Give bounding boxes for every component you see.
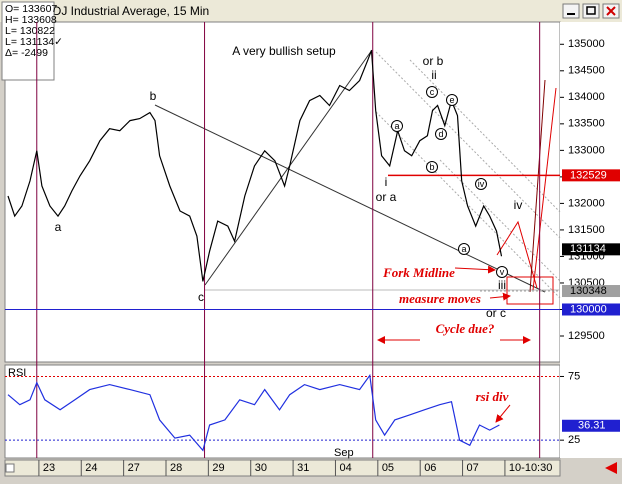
x-tick-label: 06 xyxy=(424,462,436,474)
ohlc-line: Δ= -2499 xyxy=(5,47,48,59)
series-line xyxy=(7,50,503,282)
wave-label: e xyxy=(449,95,454,105)
annotation: iii xyxy=(498,278,506,292)
annotation: rsi div xyxy=(476,389,509,404)
wave-circle xyxy=(435,128,447,140)
x-tick-label: 27 xyxy=(128,462,140,474)
wave-circle xyxy=(446,94,458,106)
x-tick-label: 28 xyxy=(170,462,182,474)
ohlc-line: O= 133607 xyxy=(5,3,57,15)
price-panel xyxy=(4,21,561,363)
x-tick-label: 05 xyxy=(382,462,394,474)
annotation: Fork Midline xyxy=(382,265,455,280)
x-tick-label: 29 xyxy=(212,462,224,474)
x-tick-label: 30 xyxy=(255,462,267,474)
wave-label: v xyxy=(500,267,505,277)
x-tick-label: 23 xyxy=(43,462,55,474)
scroll-box[interactable] xyxy=(5,463,15,473)
wave-circle xyxy=(458,243,470,255)
trendlines xyxy=(154,49,561,423)
wave-circle xyxy=(496,266,508,278)
annotation: A very bullish setup xyxy=(232,44,336,58)
price-tag-label: 132529 xyxy=(570,169,607,181)
wave-label: a xyxy=(461,244,466,254)
x-tick-label: 04 xyxy=(339,462,351,474)
ohlc-line: L= 130822 xyxy=(5,25,55,37)
wave-label: c xyxy=(430,87,435,97)
rsi-tag-label: 36.31 xyxy=(578,420,606,432)
wave-label: d xyxy=(438,129,443,139)
y-tick-label: 133500 xyxy=(568,118,605,130)
annotation: a xyxy=(55,220,62,234)
y-tick-label: 129500 xyxy=(568,330,605,342)
y-tick-label: 132000 xyxy=(568,197,605,209)
ohlc-line: L= 131134✓ xyxy=(5,36,63,48)
maximize-button[interactable] xyxy=(582,3,600,19)
price-tag xyxy=(562,243,620,256)
y-tick-label: 134000 xyxy=(568,91,605,103)
x-tick-label: 07 xyxy=(467,462,479,474)
y-tick-label: 131500 xyxy=(568,224,605,236)
annotation: b xyxy=(150,89,157,103)
panel-title: RSI xyxy=(8,367,26,379)
month-label: Sep xyxy=(334,447,354,459)
ohlc-line: H= 133608 xyxy=(5,14,57,26)
x-tick-label: 31 xyxy=(297,462,309,474)
annotation: c xyxy=(198,290,204,304)
price-tag-label: 130348 xyxy=(570,285,607,297)
y-tick-label: 75 xyxy=(568,370,580,382)
scroll-arrow[interactable] xyxy=(605,462,617,474)
rsi-panel xyxy=(4,364,561,459)
series-line xyxy=(7,373,500,452)
annotation: or a xyxy=(376,190,397,204)
price-tag xyxy=(562,285,620,298)
title-bar xyxy=(0,0,622,22)
annotation: ii xyxy=(431,68,436,82)
rsi-tag xyxy=(562,419,620,432)
price-tag-label: 131134 xyxy=(570,243,606,255)
window-title: DJI - DJ Industrial Average, 15 Min xyxy=(24,4,209,18)
annotation: measure moves xyxy=(399,291,481,306)
annotation: i xyxy=(385,175,388,189)
axis-area xyxy=(560,22,622,458)
annotation: or b xyxy=(423,54,444,68)
x-tick-label: 24 xyxy=(85,462,97,474)
annotation: or c xyxy=(486,306,506,320)
wave-label: b xyxy=(429,162,434,172)
x-tick-label: 10-10:30 xyxy=(509,462,552,474)
y-tick-label: 133000 xyxy=(568,144,605,156)
price-tag xyxy=(562,169,620,182)
annotation: Cycle due? xyxy=(436,321,495,336)
wave-circle xyxy=(391,120,403,132)
price-tag xyxy=(562,303,620,316)
date-strip xyxy=(4,459,561,477)
price-tag-label: 130000 xyxy=(570,303,607,315)
wave-circle xyxy=(426,161,438,173)
minimize-button[interactable] xyxy=(562,3,580,19)
annotation: iv xyxy=(514,198,523,212)
wave-label: a xyxy=(394,121,399,131)
y-tick-label: 135000 xyxy=(568,38,605,50)
wave-circle xyxy=(426,86,438,98)
ohlc-box xyxy=(1,1,55,81)
y-tick-label: 25 xyxy=(568,434,580,446)
y-tick-label: 134500 xyxy=(568,65,605,77)
wave-circle xyxy=(475,178,487,190)
wave-label: iv xyxy=(478,179,485,189)
